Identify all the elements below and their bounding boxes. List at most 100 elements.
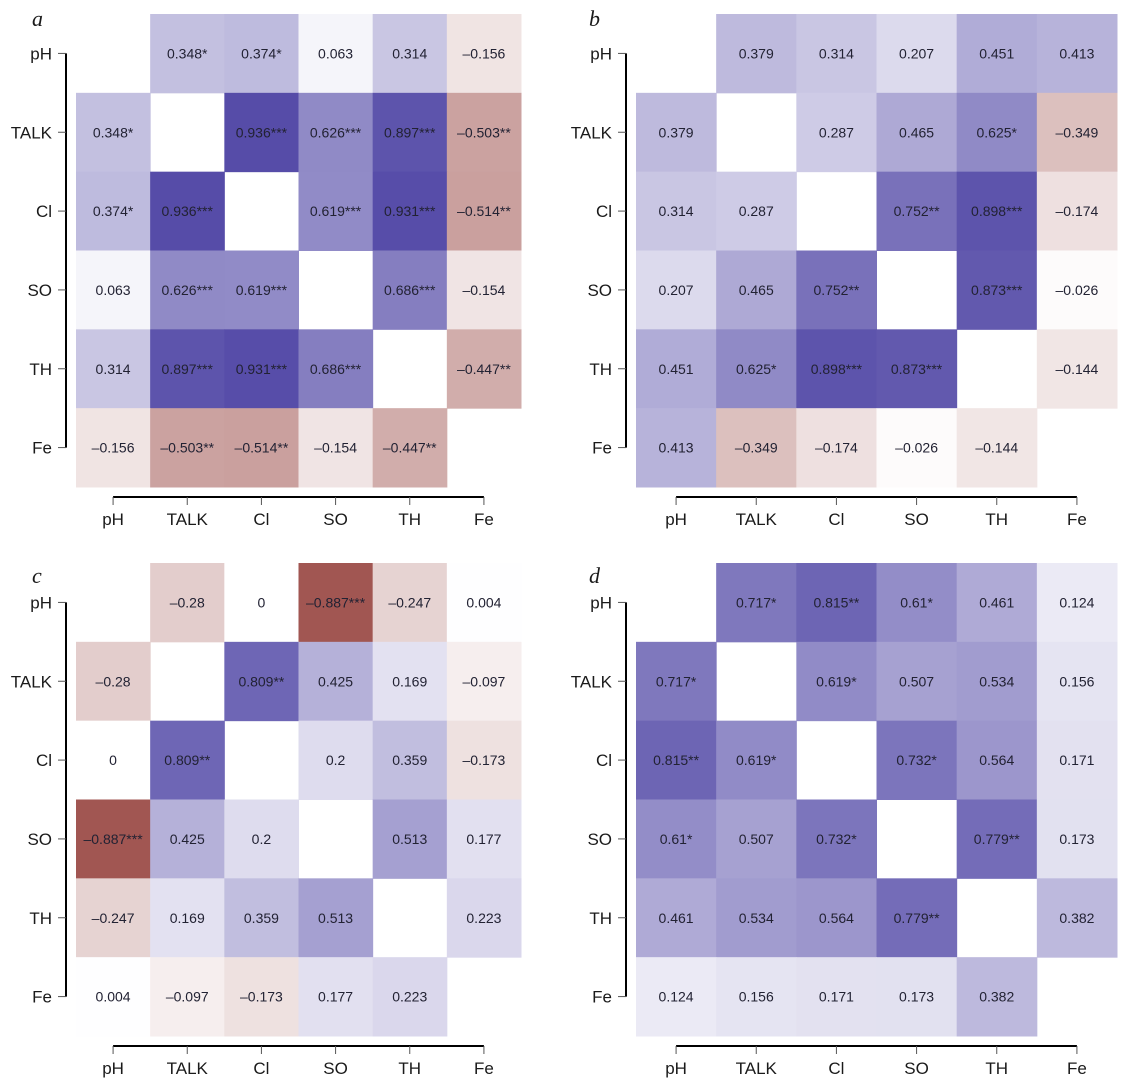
cell-value-label: 0.873*** — [891, 361, 943, 377]
cell-value-label: 0.732* — [816, 831, 857, 847]
heatmap-cell — [298, 641, 374, 722]
cell-value-label: –0.887*** — [83, 831, 143, 847]
cell-value-label: –0.173 — [463, 752, 506, 768]
cell-value-label: 0.177 — [466, 831, 501, 847]
y-tick-label: Cl — [36, 751, 52, 770]
x-tick-label: SO — [904, 510, 929, 529]
cell-value-label: 0.897*** — [384, 124, 436, 140]
heatmap-panel-c: c –0.28 0 –0.887*** –0.247 0.004 –0.28 0.809** 0… — [11, 563, 522, 1078]
cell-value-label: 0.626*** — [162, 282, 214, 298]
heatmap-cell — [298, 171, 374, 251]
cell-value-label: 0.815** — [653, 752, 699, 768]
cell-value-label: 0.534 — [979, 673, 1014, 689]
cell-value-label: 0.169 — [392, 673, 427, 689]
cell-value-label: –0.887*** — [306, 594, 366, 610]
heatmap-cell — [224, 14, 299, 94]
cell-value-label: –0.28 — [170, 594, 205, 610]
cell-value-label: –0.026 — [1056, 282, 1099, 298]
cell-value-label: 0.461 — [979, 594, 1014, 610]
cell-value-label: 0.314 — [819, 45, 854, 61]
heatmap-cell — [224, 957, 299, 1037]
y-tick-label: SO — [587, 281, 612, 300]
heatmap-cell — [1036, 878, 1118, 958]
cell-value-label: 0.451 — [979, 45, 1014, 61]
cell-value-label: –0.174 — [1056, 203, 1099, 219]
x-tick-label: pH — [665, 1059, 687, 1078]
heatmap-cell — [446, 14, 522, 94]
cell-value-label: 0.314 — [96, 361, 131, 377]
heatmap-cell — [636, 408, 717, 488]
cell-value-label: 0.873*** — [971, 282, 1023, 298]
cell-value-label: 0.004 — [466, 594, 501, 610]
heatmap-cell — [956, 408, 1038, 488]
heatmap-cell — [224, 563, 299, 643]
y-tick-label: SO — [27, 830, 52, 849]
cell-value-label: 0.451 — [659, 361, 694, 377]
heatmap-cell — [876, 408, 958, 488]
cell-value-label: 0.171 — [819, 989, 854, 1005]
cell-value-label: –0.097 — [463, 673, 506, 689]
cell-value-label: –0.514** — [457, 203, 511, 219]
cell-value-label: 0.374* — [241, 45, 282, 61]
cell-value-label: 0.173 — [1059, 831, 1094, 847]
cell-value-label: 0.2 — [326, 752, 346, 768]
cell-value-label: –0.503** — [457, 124, 511, 140]
y-tick-label: TALK — [11, 123, 53, 142]
heatmap-cell — [150, 250, 225, 330]
heatmap-cell — [956, 563, 1038, 643]
heatmap-cell — [796, 641, 877, 722]
cell-value-label: 0.507 — [899, 673, 934, 689]
y-tick-label: Cl — [596, 202, 612, 221]
cell-value-label: 0.382 — [1059, 910, 1094, 926]
heatmap-cell — [636, 799, 717, 879]
heatmap-cell — [636, 250, 717, 330]
heatmap-cell — [446, 250, 522, 330]
heatmap-cell — [796, 957, 877, 1037]
cell-value-label: 0.619* — [736, 752, 777, 768]
panel-letter: b — [589, 6, 600, 31]
y-tick-label: TH — [29, 909, 52, 928]
heatmap-cell — [76, 878, 151, 958]
heatmap-cell — [224, 250, 299, 330]
y-tick-label: TALK — [571, 672, 613, 691]
cell-value-label: 0.931*** — [236, 361, 288, 377]
y-tick-label: Fe — [32, 439, 52, 458]
heatmap-cell — [956, 641, 1038, 722]
heatmap-cell — [298, 92, 374, 173]
heatmap-cell — [956, 171, 1038, 251]
x-tick-label: TALK — [736, 1059, 778, 1078]
heatmap-cell — [876, 329, 958, 409]
heatmap-cell — [796, 250, 877, 330]
cell-value-label: 0.173 — [899, 989, 934, 1005]
cell-value-label: –0.154 — [314, 440, 357, 456]
cell-value-label: 0.223 — [466, 910, 501, 926]
heatmap-cell — [716, 957, 797, 1037]
heatmap-cell — [1036, 720, 1118, 800]
cell-value-label: 0.61* — [660, 831, 693, 847]
heatmap-cell — [150, 878, 225, 958]
cell-value-label: 0.752** — [894, 203, 940, 219]
heatmap-panel-b: b 0.379 0.314 0.207 0.451 0.413 0.379 0.287 0.46… — [571, 6, 1118, 529]
heatmap-cell — [224, 799, 299, 879]
heatmap-cell — [876, 878, 958, 958]
cell-value-label: 0.063 — [318, 45, 353, 61]
heatmap-cell — [1036, 14, 1118, 94]
heatmap-cell — [76, 92, 151, 173]
heatmap-cell — [150, 720, 225, 800]
heatmap-cell — [876, 563, 958, 643]
cell-value-label: 0.686*** — [310, 361, 362, 377]
heatmap-cell — [1036, 799, 1118, 879]
cell-value-label: 0.379 — [739, 45, 774, 61]
cell-value-label: –0.097 — [166, 989, 209, 1005]
cell-value-label: 0.379 — [659, 124, 694, 140]
heatmap-cell — [956, 720, 1038, 800]
heatmap-cell — [636, 329, 717, 409]
cell-value-label: 0.425 — [170, 831, 205, 847]
heatmap-cell — [876, 720, 958, 800]
x-tick-label: Fe — [1067, 1059, 1087, 1078]
heatmap-cell — [876, 957, 958, 1037]
heatmap-cell — [224, 408, 299, 488]
heatmap-cell — [446, 799, 522, 879]
y-tick-label: TALK — [571, 123, 613, 142]
x-tick-label: TH — [985, 510, 1008, 529]
